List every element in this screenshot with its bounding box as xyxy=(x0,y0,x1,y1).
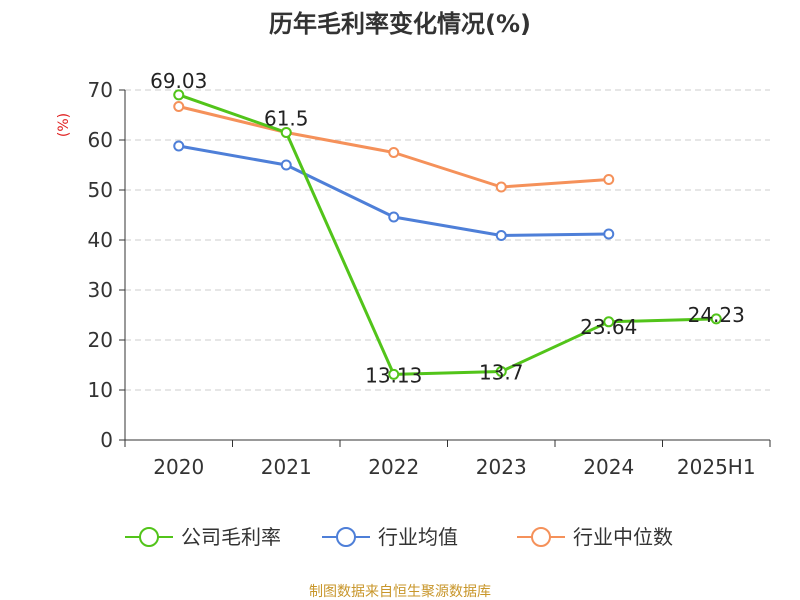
data-point[interactable] xyxy=(388,368,400,380)
y-tick-label: 60 xyxy=(88,128,113,152)
x-tick-label: 2022 xyxy=(368,455,419,479)
y-tick-label: 50 xyxy=(88,178,113,202)
data-point[interactable] xyxy=(495,181,507,193)
data-label: 24.23 xyxy=(688,303,745,327)
x-tick-label: 2021 xyxy=(261,455,312,479)
source-note: 制图数据来自恒生聚源数据库 xyxy=(309,584,491,600)
data-label: 13.13 xyxy=(365,363,422,387)
data-point[interactable] xyxy=(603,316,615,328)
legend-swatch-marker xyxy=(139,527,159,547)
y-tick-label: 10 xyxy=(88,378,113,402)
data-point[interactable] xyxy=(388,211,400,223)
data-point[interactable] xyxy=(280,127,292,138)
y-tick-label: 70 xyxy=(88,78,113,102)
data-point[interactable] xyxy=(495,366,507,377)
data-label: 69.03 xyxy=(150,69,207,93)
legend-item[interactable]: 行业均值 xyxy=(322,525,458,549)
legend-swatch-marker xyxy=(531,527,551,547)
data-labels: 69.03 61.5 13.13 13.7 23.64 24.23 xyxy=(150,69,745,388)
data-point[interactable] xyxy=(388,147,400,158)
legend-label: 公司毛利率 xyxy=(181,525,281,549)
y-tick-label: 20 xyxy=(88,328,113,352)
series-layer xyxy=(173,89,722,380)
data-point[interactable] xyxy=(710,313,722,325)
data-label: 13.7 xyxy=(479,361,524,385)
y-tick-label: 40 xyxy=(88,228,113,252)
y-axis-label: (%) xyxy=(56,113,72,137)
data-point[interactable] xyxy=(173,89,185,101)
data-label: 61.5 xyxy=(264,107,309,131)
x-tick-label: 2024 xyxy=(583,455,634,479)
data-point[interactable] xyxy=(280,159,292,171)
series-line xyxy=(178,93,717,376)
legend-label: 行业中位数 xyxy=(573,525,673,549)
y-tick-label: 0 xyxy=(100,428,113,452)
gridlines xyxy=(125,89,770,391)
chart-title: 历年毛利率变化情况(%) xyxy=(269,10,531,38)
legend-item[interactable]: 行业中位数 xyxy=(517,525,673,549)
y-tick-label: 30 xyxy=(88,278,113,302)
x-tick-label: 2023 xyxy=(476,455,527,479)
legend-item[interactable]: 公司毛利率 xyxy=(125,525,281,549)
legend-swatch-marker xyxy=(336,527,356,547)
x-tick-label: 2025H1 xyxy=(677,455,756,479)
data-point[interactable] xyxy=(603,228,615,240)
data-point[interactable] xyxy=(495,230,507,241)
x-tick-label: 2020 xyxy=(153,455,204,479)
axes: 0 10 20 30 40 50 60 70 2020 2021 2022 2023 2024 2025H… xyxy=(88,78,771,479)
data-point[interactable] xyxy=(173,140,185,152)
legend[interactable]: 公司毛利率 行业均值 行业中位数 xyxy=(125,525,673,549)
data-label: 23.64 xyxy=(580,315,637,339)
legend-label: 行业均值 xyxy=(378,525,458,549)
data-point[interactable] xyxy=(173,101,185,112)
data-point[interactable] xyxy=(603,174,615,185)
